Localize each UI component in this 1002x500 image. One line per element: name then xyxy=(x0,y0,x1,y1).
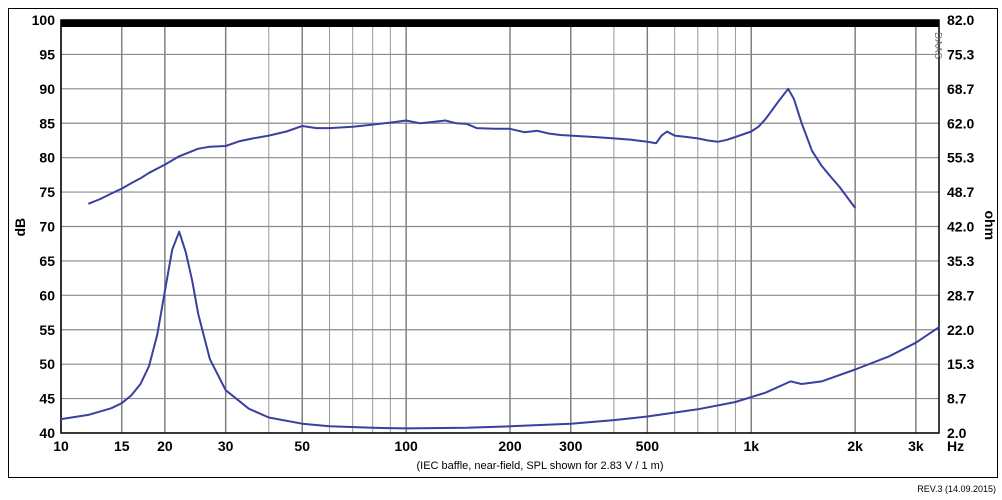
x-tick-label: 20 xyxy=(157,438,173,454)
left-tick-labels: 40 45 50 55 60 65 70 75 80 85 90 95 100 xyxy=(32,12,56,441)
y2-tick-label: 15.3 xyxy=(947,356,974,372)
y2-tick-label: 55.3 xyxy=(947,150,974,166)
y-tick-label: 45 xyxy=(39,391,55,407)
y2-tick-label: 28.7 xyxy=(947,287,974,303)
x-tick-label: 200 xyxy=(498,438,522,454)
y-tick-label: 65 xyxy=(39,253,55,269)
x-tick-label: 10 xyxy=(53,438,69,454)
x-tick-label: 300 xyxy=(559,438,583,454)
x-tick-label: 3k xyxy=(908,438,924,454)
x-tick-label: 1k xyxy=(743,438,759,454)
x-tick-label: 100 xyxy=(394,438,418,454)
y2-axis-label: ohm xyxy=(982,211,998,241)
y-tick-label: 85 xyxy=(39,115,55,131)
y2-tick-label: 35.3 xyxy=(947,253,974,269)
y2-tick-label: 68.7 xyxy=(947,81,974,97)
top-bar xyxy=(61,20,939,27)
y2-tick-label: 75.3 xyxy=(947,46,974,62)
spl-curve xyxy=(87,87,856,209)
y2-tick-label: 2.0 xyxy=(947,425,967,441)
grid-major xyxy=(60,19,939,434)
revision-note: REV.3 (14.09.2015) xyxy=(917,484,996,494)
y2-tick-label: 48.7 xyxy=(947,184,974,200)
y-tick-label: 50 xyxy=(39,356,55,372)
y-tick-label: 60 xyxy=(39,287,55,303)
x-unit-label: Hz xyxy=(947,438,964,454)
y-axis-label: dB xyxy=(12,218,28,237)
x-tick-label: 50 xyxy=(294,438,310,454)
y2-tick-label: 42.0 xyxy=(947,219,974,235)
y2-tick-label: 82.0 xyxy=(947,12,974,28)
x-tick-label: 2k xyxy=(847,438,863,454)
y-tick-label: 90 xyxy=(39,81,55,97)
y-tick-label: 95 xyxy=(39,46,55,62)
y-tick-label: 100 xyxy=(32,12,56,28)
frequency-response-chart: 40 45 50 55 60 65 70 75 80 85 90 95 100 2.0 8.7 15.3 22… xyxy=(12,12,998,472)
y-tick-label: 70 xyxy=(39,219,55,235)
impedance-curve xyxy=(60,230,940,430)
chart-frame: 40 45 50 55 60 65 70 75 80 85 90 95 100 2.0 8.7 15.3 22… xyxy=(8,8,998,478)
series-layer xyxy=(60,87,940,430)
y2-tick-label: 8.7 xyxy=(947,391,967,407)
x-tick-labels: 10 15 20 30 50 100 200 300 500 1k 2k 3k xyxy=(53,438,924,454)
y-tick-label: 80 xyxy=(39,150,55,166)
chart-footnote: (IEC baffle, near-field, SPL shown for 2… xyxy=(416,460,663,472)
x-tick-label: 500 xyxy=(636,438,660,454)
right-tick-labels: 2.0 8.7 15.3 22.0 28.7 35.3 42.0 48.7 55.3 62.0 68… xyxy=(947,12,974,441)
y2-tick-label: 22.0 xyxy=(947,322,974,338)
x-tick-label: 30 xyxy=(218,438,234,454)
y-tick-label: 75 xyxy=(39,184,55,200)
brand-stamp: DAAS xyxy=(932,32,943,60)
y2-tick-label: 62.0 xyxy=(947,115,974,131)
y-tick-label: 55 xyxy=(39,322,55,338)
x-tick-label: 15 xyxy=(114,438,130,454)
y-tick-label: 40 xyxy=(39,425,55,441)
